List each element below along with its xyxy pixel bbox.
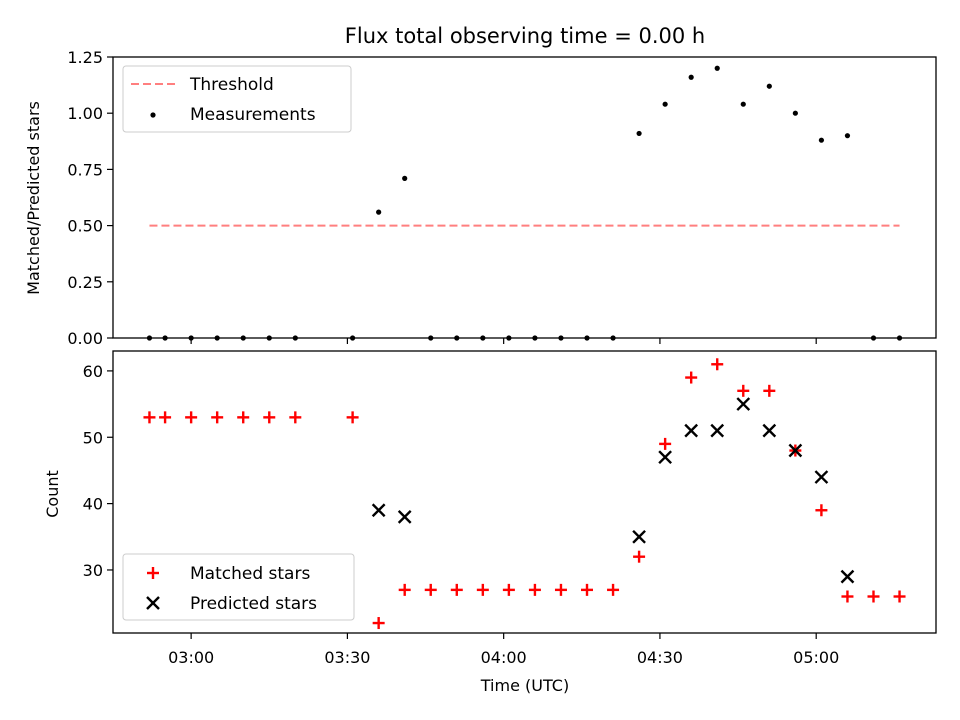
bottom-ylabel: Count xyxy=(43,470,62,518)
bottom-ytick-label: 60 xyxy=(83,362,103,381)
legend-measurements-label: Measurements xyxy=(190,105,316,125)
measurement-point xyxy=(376,209,382,215)
predicted-star-point xyxy=(658,450,672,465)
matched-star-point xyxy=(502,583,515,596)
matched-star-point xyxy=(346,411,359,424)
predicted-star-point xyxy=(371,503,386,518)
top-ytick-label: 1.25 xyxy=(67,48,103,67)
legend-threshold-label: Threshold xyxy=(189,75,274,95)
legend-measurements-swatch xyxy=(150,112,156,118)
bottom-xtick-label: 04:30 xyxy=(637,648,683,667)
legend-matched-label: Matched stars xyxy=(190,564,310,584)
top-ytick-label: 0.25 xyxy=(67,273,103,292)
matched-star-point xyxy=(450,583,463,596)
bottom-xtick-label: 05:00 xyxy=(793,648,839,667)
top-ytick-label: 1.00 xyxy=(67,104,103,123)
matched-star-point xyxy=(659,437,672,450)
top-ytick-label: 0.75 xyxy=(67,160,103,179)
measurement-point xyxy=(740,101,746,107)
matched-star-point xyxy=(263,411,276,424)
bottom-legend: Matched stars Predicted stars xyxy=(122,553,355,621)
matched-star-point xyxy=(737,384,750,397)
predicted-star-point xyxy=(840,569,855,584)
measurement-point xyxy=(714,65,720,71)
matched-star-point xyxy=(159,411,172,424)
legend-predicted-label: Predicted stars xyxy=(190,594,317,614)
measurement-point xyxy=(844,133,851,139)
measurement-point xyxy=(662,101,668,107)
bottom-xtick-label: 03:30 xyxy=(324,648,370,667)
bottom-xtick-label: 03:00 xyxy=(168,648,214,667)
measurement-point xyxy=(766,83,772,89)
predicted-star-point xyxy=(710,423,725,438)
matched-star-point xyxy=(581,583,594,596)
chart-title: Flux total observing time = 0.00 h xyxy=(345,24,705,48)
bottom-ytick-label: 30 xyxy=(83,561,103,580)
legend-predicted-swatch xyxy=(146,596,160,610)
measurement-point xyxy=(636,130,642,137)
matched-star-point xyxy=(607,583,620,596)
top-legend: Threshold Measurements xyxy=(122,65,352,133)
matched-star-point xyxy=(815,504,828,517)
predicted-star-point xyxy=(814,470,829,484)
predicted-star-point xyxy=(762,423,777,438)
matched-star-point xyxy=(185,411,198,424)
matched-star-point xyxy=(372,617,385,630)
measurement-point xyxy=(402,175,408,181)
matched-star-point xyxy=(893,590,906,603)
matched-star-point xyxy=(424,583,437,596)
measurement-point xyxy=(818,137,825,143)
bottom-ytick-label: 50 xyxy=(83,428,103,447)
matched-star-point xyxy=(685,371,698,384)
top-ytick-label: 0.00 xyxy=(67,329,103,348)
bottom-axes-frame xyxy=(112,350,937,634)
measurement-point xyxy=(792,110,798,116)
predicted-star-point xyxy=(397,510,412,524)
top-ylabel: Matched/Predicted stars xyxy=(24,101,43,295)
matched-star-point xyxy=(711,358,724,371)
matched-star-point xyxy=(841,590,854,603)
predicted-star-point xyxy=(788,443,803,458)
matched-star-point xyxy=(763,384,776,397)
matched-star-point xyxy=(143,411,156,424)
predicted-star-point xyxy=(684,423,699,438)
matched-star-point xyxy=(289,411,302,424)
matched-star-point xyxy=(633,550,646,563)
matched-star-point xyxy=(476,583,489,596)
bottom-xtick-label: 04:00 xyxy=(481,648,527,667)
predicted-star-point xyxy=(736,397,751,411)
matched-star-point xyxy=(528,583,541,596)
matched-star-point xyxy=(398,583,411,596)
matched-star-point xyxy=(211,411,224,424)
predicted-star-point xyxy=(632,529,646,544)
matched-star-point xyxy=(867,590,880,603)
bottom-ytick-label: 40 xyxy=(83,495,103,514)
bottom-xlabel: Time (UTC) xyxy=(480,676,569,695)
legend-matched-swatch xyxy=(147,567,159,579)
matched-star-point xyxy=(237,411,250,424)
matched-star-point xyxy=(554,583,567,596)
top-panel: 0.00 0.25 0.50 0.75 1.00 1.25 Matched/Predict… xyxy=(24,48,937,348)
measurement-point xyxy=(688,74,694,80)
top-ytick-label: 0.50 xyxy=(67,217,103,236)
top-axes-frame xyxy=(112,56,937,339)
